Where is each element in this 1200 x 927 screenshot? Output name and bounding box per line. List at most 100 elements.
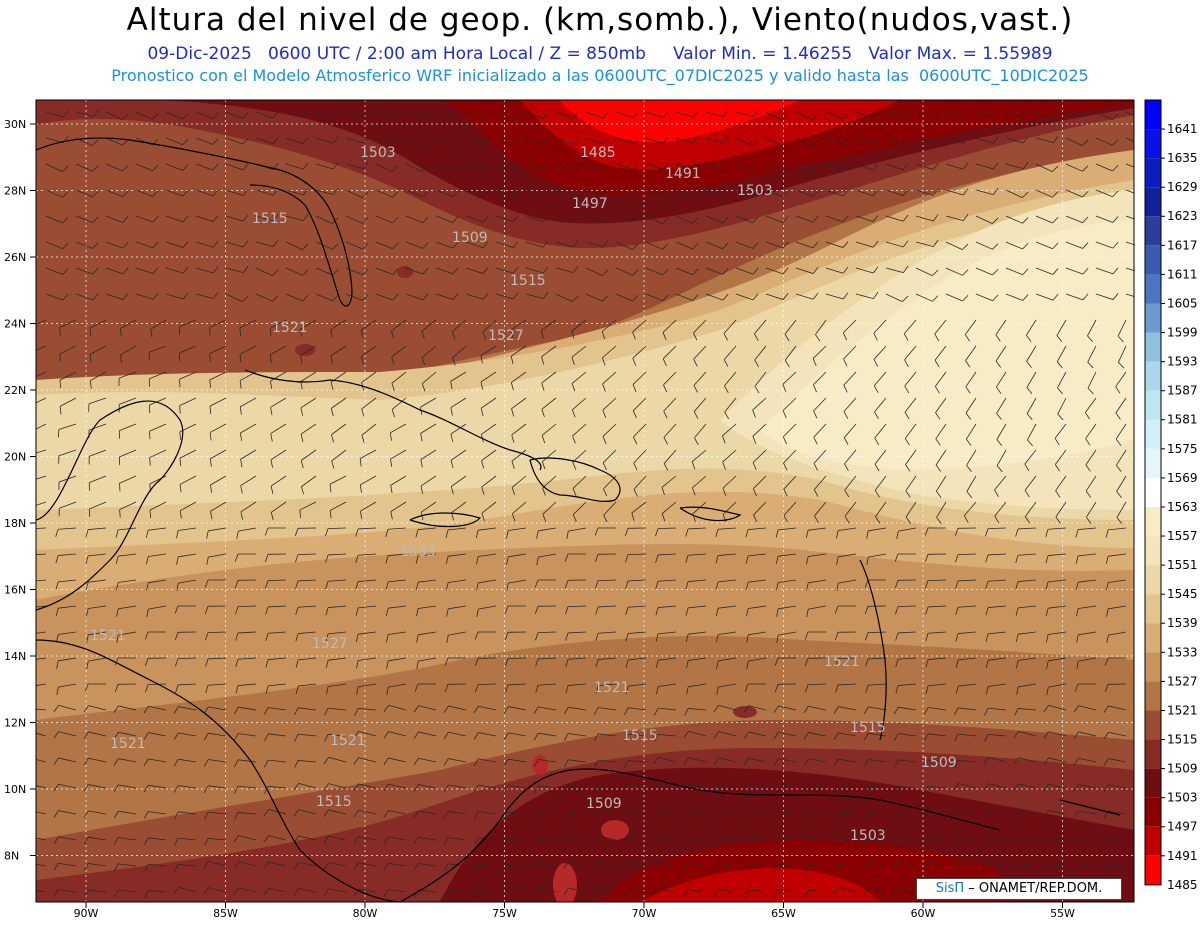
wind-barb-flag	[325, 554, 329, 563]
wind-barb-flag	[874, 464, 880, 472]
wind-barb-flag	[391, 383, 395, 391]
wind-barb-shaft	[904, 371, 917, 387]
wind-barb-flag	[813, 437, 818, 445]
colorbar-label: 1539	[1167, 616, 1198, 630]
wind-barb-shaft	[1048, 683, 1067, 688]
wind-barb-flag	[955, 554, 959, 563]
wind-barb-flag	[481, 513, 485, 521]
wind-barb-shaft	[329, 475, 347, 485]
wind-barb-flag	[473, 784, 479, 793]
wind-barb-shaft	[448, 553, 467, 557]
wind-barb-shaft	[208, 887, 227, 893]
wind-barb-shaft	[538, 553, 557, 558]
wind-barb-flag	[663, 410, 668, 419]
wind-barb-shaft	[59, 345, 77, 355]
wind-barb-flag	[235, 632, 239, 641]
wind-barb-flag	[450, 486, 454, 495]
wind-barb-flag	[842, 138, 849, 146]
colorbar-swatch	[1145, 623, 1161, 653]
wind-barb-shaft	[478, 837, 497, 841]
wind-barb-flag	[1045, 555, 1049, 564]
map-frame	[35, 99, 1135, 903]
wind-barb-shaft	[300, 345, 317, 356]
wind-barb-shaft	[585, 189, 604, 196]
wind-barb-flag	[329, 510, 332, 519]
wind-barb-flag	[28, 455, 29, 463]
wind-barb-shaft	[1026, 345, 1037, 362]
wind-barb-flag	[512, 266, 519, 274]
wind-barb-flag	[1112, 241, 1119, 249]
wind-barb-shaft	[148, 784, 167, 789]
wind-barb-shaft	[345, 189, 363, 198]
lat-tick-label: 12N	[4, 717, 26, 730]
wind-barb-shaft	[240, 475, 257, 486]
wind-barb-flag	[932, 111, 939, 119]
wind-barb-shaft	[405, 267, 424, 275]
wind-barb-flag	[686, 660, 689, 669]
wind-barb-flag	[905, 516, 911, 524]
wind-barb-flag	[1082, 216, 1089, 224]
wind-barb-flag	[985, 607, 989, 616]
wind-barb-flag	[263, 809, 269, 817]
wind-barb-shaft	[477, 683, 497, 686]
wind-barb-flag	[722, 293, 729, 301]
wind-barb-flag	[503, 887, 509, 895]
wind-barb-flag	[902, 189, 909, 196]
wind-barb-flag	[300, 460, 304, 469]
wind-barb-shaft	[1057, 371, 1067, 389]
wind-barb-shaft	[285, 241, 303, 250]
wind-barb-flag	[512, 215, 519, 223]
wind-barb-shaft	[688, 708, 707, 711]
wind-barb-shaft	[538, 811, 557, 815]
wind-barb-shaft	[874, 397, 887, 413]
wind-barb-shaft	[225, 137, 244, 145]
wind-barb-shaft	[225, 241, 244, 248]
wind-barb-flag	[114, 863, 119, 872]
colorbar-label: 1557	[1167, 529, 1198, 543]
wind-barb-shaft	[418, 605, 437, 609]
wind-barb-shaft	[928, 759, 947, 763]
wind-barb-shaft	[89, 345, 107, 355]
wind-barb-shaft	[88, 889, 107, 893]
wind-barb-shaft	[782, 371, 797, 385]
wind-barb-shaft	[178, 527, 197, 531]
wind-barb-shaft	[885, 111, 903, 119]
wind-barb-flag	[996, 386, 1002, 394]
colorbar-label: 1587	[1167, 384, 1198, 398]
wind-barb-shaft	[632, 371, 647, 385]
wind-barb-shaft	[1087, 345, 1097, 363]
wind-barb-flag	[653, 757, 659, 765]
wind-barb-flag	[864, 579, 869, 588]
wind-barb-flag	[265, 633, 269, 642]
wind-barb-flag	[962, 111, 969, 119]
wind-barb-shaft	[778, 605, 797, 610]
wind-barb-flag	[875, 516, 881, 524]
map-subtitle-valid-time: 09-Dic-2025 0600 UTC / 2:00 am Hora Loca…	[147, 44, 1053, 64]
wind-barb-flag	[26, 608, 28, 616]
wind-barb-flag	[144, 837, 149, 846]
wind-barb-flag	[536, 557, 539, 566]
wind-barb-flag	[59, 406, 62, 415]
wind-barb-flag	[896, 531, 899, 540]
wind-barb-shaft	[748, 731, 767, 737]
wind-barb-shaft	[868, 683, 887, 686]
wind-barb-shaft	[598, 631, 617, 634]
wind-barb-shaft	[1108, 705, 1127, 711]
wind-barb-flag	[662, 217, 669, 224]
wind-barb-flag	[113, 810, 119, 819]
wind-barb-shaft	[119, 449, 137, 458]
wind-barb-shaft	[718, 862, 737, 867]
wind-barb-shaft	[388, 657, 407, 662]
contour-label: 1515	[316, 794, 352, 810]
wind-barb-flag	[209, 406, 212, 415]
wind-barb-flag	[863, 887, 869, 895]
wind-barb-flag	[242, 189, 249, 196]
wind-barb-flag	[724, 385, 729, 393]
wind-barb-flag	[119, 509, 121, 518]
wind-barb-shaft	[285, 137, 304, 144]
wind-barb-shaft	[328, 657, 347, 661]
wind-barb-shaft	[1065, 293, 1084, 301]
wind-barb-flag	[413, 836, 419, 845]
wind-barb-flag	[833, 887, 839, 895]
wind-barb-shaft	[658, 683, 677, 687]
